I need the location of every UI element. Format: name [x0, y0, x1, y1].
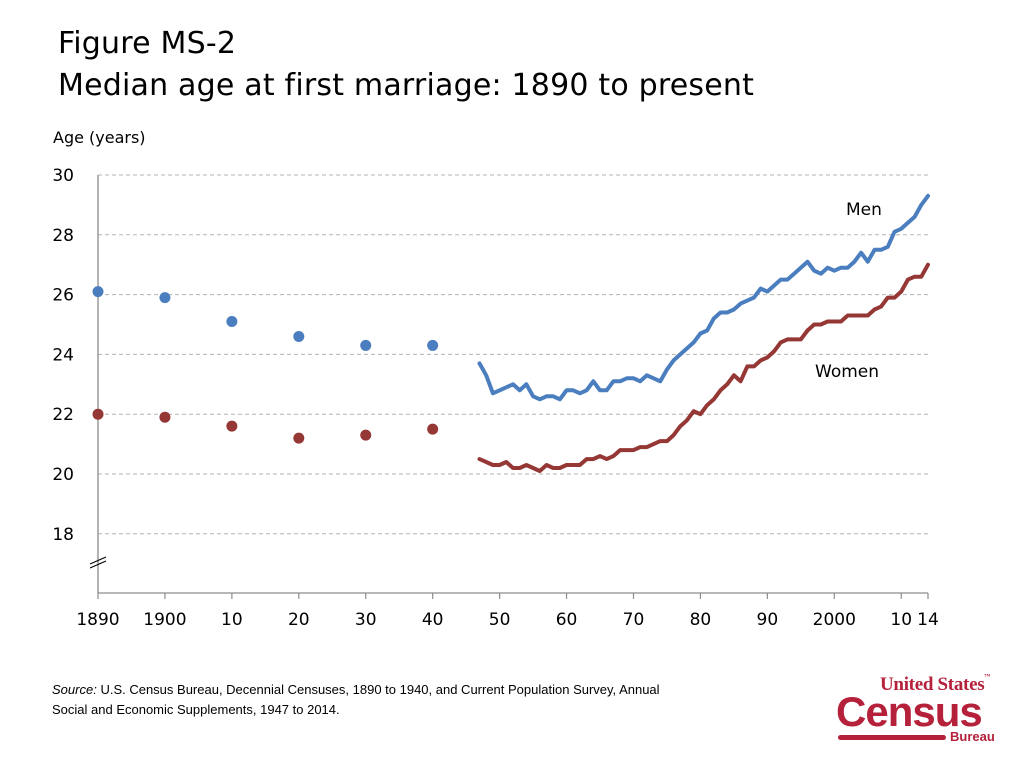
women-census-point-1920: [293, 432, 305, 444]
x-tick-label-1930: 30: [355, 610, 377, 630]
women-census-point-1890: [92, 408, 104, 420]
men-annual-line: [477, 193, 930, 402]
y-tick-label-28: 28: [52, 226, 74, 246]
y-tick-label-18: 18: [52, 525, 74, 545]
men-census-point-1900: [159, 292, 171, 304]
women-census-point-1910: [226, 420, 238, 432]
x-tick-label-1920: 20: [288, 610, 310, 630]
x-tick-label-1950: 50: [489, 610, 511, 630]
y-tick-label-20: 20: [52, 465, 74, 485]
series-labels: Men Women: [815, 200, 882, 382]
logo-census: Census: [836, 688, 983, 735]
figure-id: Figure MS-2: [58, 26, 237, 61]
y-axis-label: Age (years): [53, 128, 146, 147]
women-census-point-1940: [427, 423, 439, 435]
y-tick-label-30: 30: [52, 166, 74, 186]
logo-bar: [838, 735, 946, 740]
men-census-point-1930: [360, 339, 372, 351]
y-tick-labels: 18 20 22 24 26 28 30: [52, 166, 74, 545]
axis-break-mark: [89, 556, 107, 565]
men-census-point-1890: [92, 286, 104, 298]
women-annual-line: [477, 262, 930, 473]
women-census-point-1900: [159, 411, 171, 423]
men-census-point-1920: [293, 330, 305, 342]
men-series-label: Men: [846, 200, 882, 220]
y-tick-label-22: 22: [52, 405, 74, 425]
x-tick-label-2000: 2000: [813, 610, 856, 630]
logo-bureau: Bureau: [950, 729, 995, 744]
women-census-point-1930: [360, 429, 372, 441]
men-census-point-1940: [427, 339, 439, 351]
source-label: Source:: [52, 682, 97, 697]
x-tick-label-1900: 1900: [143, 610, 186, 630]
x-tick-label-1970: 70: [623, 610, 645, 630]
x-tick-label-1890: 1890: [76, 610, 119, 630]
women-series-label: Women: [815, 362, 879, 382]
axes: [89, 175, 929, 599]
y-tick-label-24: 24: [52, 345, 74, 365]
men-census-point-1910: [226, 316, 238, 328]
source-text-line1: U.S. Census Bureau, Decennial Censuses, …: [100, 682, 660, 697]
x-tick-labels: 1890 1900 10 20 30 40 50 60 70 80 90 2000 10 14: [76, 610, 938, 630]
x-tick-label-2014: 14: [917, 610, 939, 630]
x-tick-label-1940: 40: [422, 610, 444, 630]
x-tick-label-1990: 90: [757, 610, 779, 630]
source-note: Source: U.S. Census Bureau, Decennial Ce…: [52, 680, 812, 720]
gridlines: [98, 174, 928, 535]
census-bureau-logo: United States™ Census Bureau: [836, 674, 996, 746]
source-text-line2: Social and Economic Supplements, 1947 to…: [52, 702, 340, 717]
series-group: [92, 193, 930, 473]
logo-united-states: United States™: [880, 674, 990, 695]
x-tick-label-1960: 60: [556, 610, 578, 630]
x-tick-label-2010: 10: [890, 610, 912, 630]
chart-title: Median age at first marriage: 1890 to pr…: [58, 68, 755, 103]
axis-break-mark: [89, 560, 107, 569]
x-tick-label-1910: 10: [221, 610, 243, 630]
y-tick-label-26: 26: [52, 286, 74, 306]
x-tick-label-1980: 80: [690, 610, 712, 630]
